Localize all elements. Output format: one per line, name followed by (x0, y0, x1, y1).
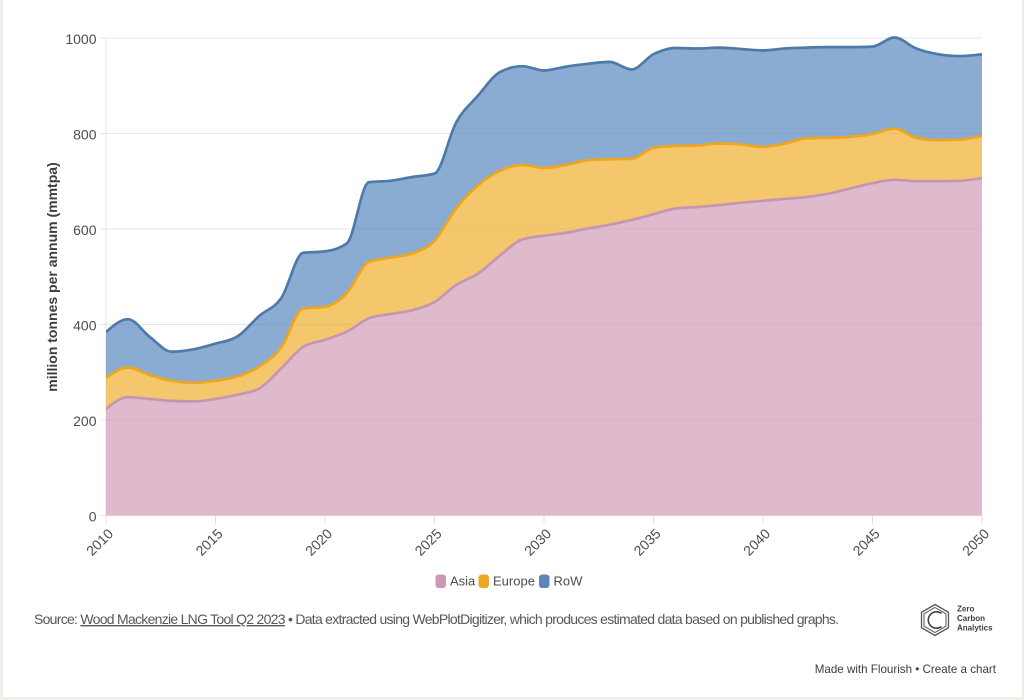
svg-text:400: 400 (73, 318, 97, 334)
svg-text:1000: 1000 (65, 31, 96, 47)
svg-text:2030: 2030 (521, 525, 554, 558)
svg-text:600: 600 (73, 222, 97, 238)
svg-text:2020: 2020 (302, 525, 335, 558)
svg-text:2015: 2015 (192, 525, 225, 558)
svg-text:2050: 2050 (959, 525, 992, 558)
svg-text:200: 200 (73, 413, 97, 429)
svg-text:2025: 2025 (411, 525, 444, 558)
svg-text:2040: 2040 (740, 525, 773, 558)
svg-text:RoW: RoW (554, 574, 584, 589)
svg-text:Made with Flourish • Create a: Made with Flourish • Create a chart (815, 663, 997, 676)
svg-text:Analytics: Analytics (957, 624, 993, 633)
svg-text:Asia: Asia (450, 574, 476, 589)
svg-text:Europe: Europe (493, 574, 535, 589)
svg-text:Carbon: Carbon (957, 614, 985, 623)
svg-text:2010: 2010 (83, 525, 116, 558)
svg-text:million tonnes per annum (mmtp: million tonnes per annum (mmtpa) (44, 162, 60, 391)
svg-text:0: 0 (89, 509, 97, 525)
svg-text:800: 800 (73, 127, 97, 143)
svg-text:2035: 2035 (630, 525, 663, 558)
svg-text:Zero: Zero (957, 605, 974, 614)
svg-text:2045: 2045 (849, 525, 882, 558)
svg-text:Source: Wood Mackenzie LNG Too: Source: Wood Mackenzie LNG Tool Q2 2023 … (34, 611, 838, 627)
